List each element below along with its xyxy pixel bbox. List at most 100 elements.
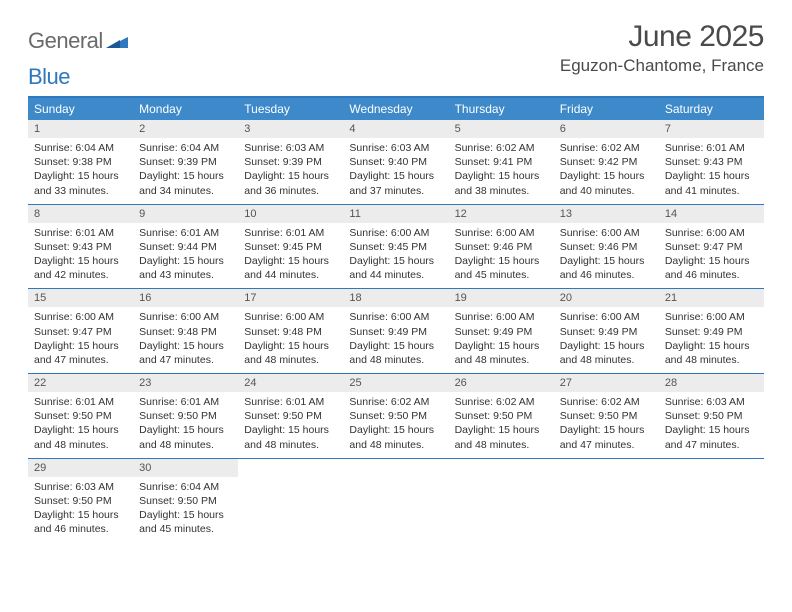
sunset-line: Sunset: 9:45 PM — [244, 240, 337, 254]
week-row: 15Sunrise: 6:00 AMSunset: 9:47 PMDayligh… — [28, 289, 764, 374]
sunrise-line: Sunrise: 6:00 AM — [665, 310, 758, 324]
sunrise-line: Sunrise: 6:03 AM — [34, 480, 127, 494]
sunrise-line: Sunrise: 6:02 AM — [349, 395, 442, 409]
day-number: 4 — [343, 120, 448, 138]
sunrise-line: Sunrise: 6:03 AM — [244, 141, 337, 155]
dayname-friday: Friday — [554, 98, 659, 120]
day-cell: 1Sunrise: 6:04 AMSunset: 9:38 PMDaylight… — [28, 120, 133, 204]
sunset-line: Sunset: 9:47 PM — [34, 325, 127, 339]
sunset-line: Sunset: 9:50 PM — [244, 409, 337, 423]
sunrise-line: Sunrise: 6:00 AM — [139, 310, 232, 324]
day-number: 13 — [554, 205, 659, 223]
sunrise-line: Sunrise: 6:02 AM — [560, 141, 653, 155]
sunset-line: Sunset: 9:38 PM — [34, 155, 127, 169]
daylight-line: Daylight: 15 hours and 46 minutes. — [560, 254, 653, 282]
daylight-line: Daylight: 15 hours and 47 minutes. — [665, 423, 758, 451]
sunset-line: Sunset: 9:49 PM — [455, 325, 548, 339]
week-row: 22Sunrise: 6:01 AMSunset: 9:50 PMDayligh… — [28, 374, 764, 459]
day-number: 28 — [659, 374, 764, 392]
daylight-line: Daylight: 15 hours and 48 minutes. — [349, 339, 442, 367]
title-block: June 2025 Eguzon-Chantome, France — [560, 20, 764, 76]
day-number: 26 — [449, 374, 554, 392]
day-number: 30 — [133, 459, 238, 477]
day-number: 21 — [659, 289, 764, 307]
daylight-line: Daylight: 15 hours and 44 minutes. — [349, 254, 442, 282]
day-cell: 3Sunrise: 6:03 AMSunset: 9:39 PMDaylight… — [238, 120, 343, 204]
daylight-line: Daylight: 15 hours and 48 minutes. — [665, 339, 758, 367]
sunset-line: Sunset: 9:50 PM — [349, 409, 442, 423]
dayname-monday: Monday — [133, 98, 238, 120]
day-details: Sunrise: 6:01 AMSunset: 9:45 PMDaylight:… — [238, 223, 343, 283]
day-number: 22 — [28, 374, 133, 392]
day-number: 10 — [238, 205, 343, 223]
day-number: 14 — [659, 205, 764, 223]
day-details: Sunrise: 6:00 AMSunset: 9:48 PMDaylight:… — [133, 307, 238, 367]
day-details: Sunrise: 6:01 AMSunset: 9:50 PMDaylight:… — [28, 392, 133, 452]
day-details: Sunrise: 6:01 AMSunset: 9:43 PMDaylight:… — [28, 223, 133, 283]
sunset-line: Sunset: 9:48 PM — [244, 325, 337, 339]
sunset-line: Sunset: 9:41 PM — [455, 155, 548, 169]
sunset-line: Sunset: 9:50 PM — [34, 409, 127, 423]
day-cell: 5Sunrise: 6:02 AMSunset: 9:41 PMDaylight… — [449, 120, 554, 204]
sunrise-line: Sunrise: 6:01 AM — [665, 141, 758, 155]
day-details: Sunrise: 6:04 AMSunset: 9:50 PMDaylight:… — [133, 477, 238, 537]
daylight-line: Daylight: 15 hours and 46 minutes. — [34, 508, 127, 536]
day-details: Sunrise: 6:03 AMSunset: 9:50 PMDaylight:… — [659, 392, 764, 452]
sunrise-line: Sunrise: 6:04 AM — [34, 141, 127, 155]
day-details: Sunrise: 6:00 AMSunset: 9:45 PMDaylight:… — [343, 223, 448, 283]
sunset-line: Sunset: 9:43 PM — [665, 155, 758, 169]
day-details: Sunrise: 6:02 AMSunset: 9:50 PMDaylight:… — [554, 392, 659, 452]
daylight-line: Daylight: 15 hours and 46 minutes. — [665, 254, 758, 282]
day-number: 5 — [449, 120, 554, 138]
dayname-tuesday: Tuesday — [238, 98, 343, 120]
sunrise-line: Sunrise: 6:02 AM — [560, 395, 653, 409]
day-details: Sunrise: 6:02 AMSunset: 9:42 PMDaylight:… — [554, 138, 659, 198]
header: General Blue June 2025 Eguzon-Chantome, … — [28, 20, 764, 90]
day-details: Sunrise: 6:00 AMSunset: 9:47 PMDaylight:… — [659, 223, 764, 283]
week-row: 1 Sunrise: 6:04 AMSunset: 9:38 PM Daylight… — [28, 120, 764, 205]
daylight-line: Daylight: 15 hours and 45 minutes. — [455, 254, 548, 282]
sunset-line: Sunset: 9:50 PM — [139, 494, 232, 508]
day-cell: 23Sunrise: 6:01 AMSunset: 9:50 PMDayligh… — [133, 374, 238, 458]
day-cell: 4Sunrise: 6:03 AMSunset: 9:40 PMDaylight… — [343, 120, 448, 204]
logo-text: General Blue — [28, 28, 128, 90]
daylight-line: Daylight: 15 hours and 47 minutes. — [560, 423, 653, 451]
daylight-line: Daylight: 15 hours and 34 minutes. — [139, 169, 232, 197]
day-cell: 30Sunrise: 6:04 AMSunset: 9:50 PMDayligh… — [133, 459, 238, 543]
sunrise-line: Sunrise: 6:01 AM — [244, 226, 337, 240]
day-cell: 21 Sunrise: 6:00 AMSunset: 9:49 PMDayligh… — [659, 289, 764, 373]
day-cell: 6Sunrise: 6:02 AMSunset: 9:42 PMDaylight… — [554, 120, 659, 204]
daylight-line: Daylight: 15 hours and 48 minutes. — [560, 339, 653, 367]
sunrise-line: Sunrise: 6:00 AM — [34, 310, 127, 324]
sunset-line: Sunset: 9:44 PM — [139, 240, 232, 254]
daylight-line: Daylight: 15 hours and 48 minutes. — [349, 423, 442, 451]
daylight-line: Daylight: 15 hours and 48 minutes. — [244, 339, 337, 367]
day-cell: 14Sunrise: 6:00 AMSunset: 9:47 PMDayligh… — [659, 205, 764, 289]
sunset-line: Sunset: 9:49 PM — [665, 325, 758, 339]
sunrise-line: Sunrise: 6:00 AM — [665, 226, 758, 240]
day-number: 1 — [28, 120, 133, 138]
day-number: 12 — [449, 205, 554, 223]
day-number: 24 — [238, 374, 343, 392]
dayname-wednesday: Wednesday — [343, 98, 448, 120]
daylight-line: Daylight: 15 hours and 42 minutes. — [34, 254, 127, 282]
day-cell: 13Sunrise: 6:00 AMSunset: 9:46 PMDayligh… — [554, 205, 659, 289]
logo: General Blue — [28, 20, 128, 90]
day-cell: 7Sunrise: 6:01 AMSunset: 9:43 PMDaylight… — [659, 120, 764, 204]
dayname-saturday: Saturday — [659, 98, 764, 120]
day-cell: 25Sunrise: 6:02 AMSunset: 9:50 PMDayligh… — [343, 374, 448, 458]
sunrise-line: Sunrise: 6:03 AM — [665, 395, 758, 409]
day-cell: 29Sunrise: 6:03 AMSunset: 9:50 PMDayligh… — [28, 459, 133, 543]
sunrise-line: Sunrise: 6:03 AM — [349, 141, 442, 155]
daylight-line: Daylight: 15 hours and 41 minutes. — [665, 169, 758, 197]
day-cell: 15Sunrise: 6:00 AMSunset: 9:47 PMDayligh… — [28, 289, 133, 373]
sunrise-line: Sunrise: 6:00 AM — [560, 310, 653, 324]
day-cell: 26Sunrise: 6:02 AMSunset: 9:50 PMDayligh… — [449, 374, 554, 458]
sunrise-line: Sunrise: 6:00 AM — [455, 310, 548, 324]
day-details: Sunrise: 6:03 AMSunset: 9:50 PMDaylight:… — [28, 477, 133, 537]
logo-word1: General — [28, 28, 103, 53]
sunset-line: Sunset: 9:42 PM — [560, 155, 653, 169]
day-number: 20 — [554, 289, 659, 307]
daylight-line: Daylight: 15 hours and 44 minutes. — [244, 254, 337, 282]
day-details: Sunrise: 6:01 AMSunset: 9:43 PMDaylight:… — [659, 138, 764, 198]
